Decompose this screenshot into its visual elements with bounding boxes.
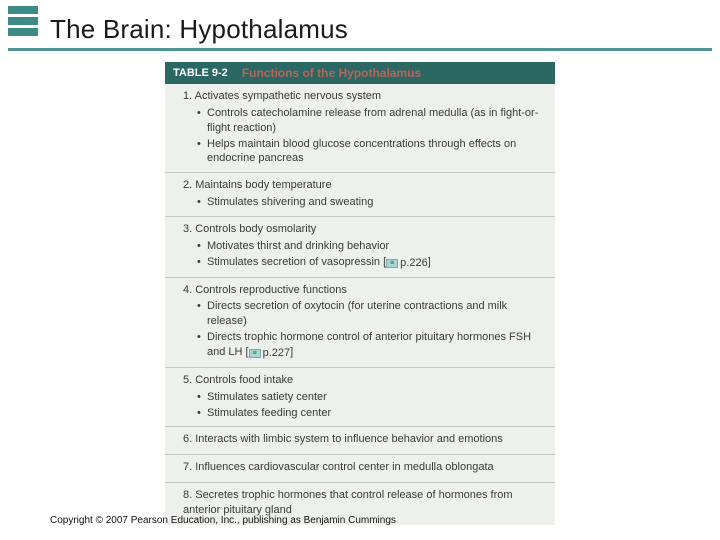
- title-underline: [8, 48, 712, 51]
- function-sub-item: Directs secretion of oxytocin (for uteri…: [197, 299, 545, 329]
- page-ref: ≡ p.226: [386, 256, 428, 271]
- function-sub-item: Directs trophic hormone control of anter…: [197, 330, 545, 361]
- function-main-text: 6. Interacts with limbic system to influ…: [183, 432, 545, 447]
- function-sub-item: Helps maintain blood glucose concentrati…: [197, 137, 545, 167]
- function-sub-item: Controls catecholamine release from adre…: [197, 106, 545, 136]
- logo-stripe: [8, 17, 38, 25]
- function-sub-list: Stimulates satiety centerStimulates feed…: [183, 390, 545, 421]
- logo-stripe: [8, 28, 38, 36]
- copyright-text: Copyright © 2007 Pearson Education, Inc.…: [50, 515, 396, 526]
- logo-stripe: [8, 6, 38, 14]
- function-item: 6. Interacts with limbic system to influ…: [165, 426, 555, 454]
- table-header-row: TABLE 9-2 Functions of the Hypothalamus: [165, 62, 555, 84]
- function-main-text: 3. Controls body osmolarity: [183, 222, 545, 237]
- function-main-text: 5. Controls food intake: [183, 373, 545, 388]
- function-item: 4. Controls reproductive functionsDirect…: [165, 277, 555, 367]
- function-sub-list: Stimulates shivering and sweating: [183, 195, 545, 210]
- function-sub-item: Stimulates feeding center: [197, 406, 545, 421]
- function-item: 1. Activates sympathetic nervous system C…: [165, 84, 555, 172]
- function-sub-list: Motivates thirst and drinking behaviorSt…: [183, 239, 545, 271]
- function-item: 2. Maintains body temperature Stimulates …: [165, 172, 555, 216]
- page-ref-icon: ≡: [386, 259, 398, 268]
- function-main-text: 4. Controls reproductive functions: [183, 283, 545, 298]
- page-ref-icon: ≡: [249, 349, 261, 358]
- slide-header: The Brain: Hypothalamus: [0, 0, 720, 55]
- function-sub-item: Stimulates satiety center: [197, 390, 545, 405]
- functions-table: TABLE 9-2 Functions of the Hypothalamus …: [165, 62, 555, 525]
- table-number-label: TABLE 9-2: [173, 67, 228, 79]
- function-main-text: 7. Influences cardiovascular control cen…: [183, 460, 545, 475]
- table-title: Functions of the Hypothalamus: [242, 66, 421, 80]
- function-main-text: 2. Maintains body temperature: [183, 178, 545, 193]
- page-title: The Brain: Hypothalamus: [50, 14, 348, 45]
- function-sub-list: Controls catecholamine release from adre…: [183, 106, 545, 166]
- function-main-text: 1. Activates sympathetic nervous system: [183, 89, 545, 104]
- function-item: 3. Controls body osmolarity Motivates thi…: [165, 216, 555, 277]
- function-item: 5. Controls food intake Stimulates satiet…: [165, 367, 555, 427]
- function-sub-item: Stimulates shivering and sweating: [197, 195, 545, 210]
- logo-icon: [8, 6, 38, 46]
- function-sub-item: Motivates thirst and drinking behavior: [197, 239, 545, 254]
- table-body: 1. Activates sympathetic nervous system C…: [165, 84, 555, 525]
- function-sub-list: Directs secretion of oxytocin (for uteri…: [183, 299, 545, 360]
- function-sub-item: Stimulates secretion of vasopressin [≡ p…: [197, 255, 545, 271]
- page-ref: ≡ p.227: [249, 346, 291, 361]
- function-main-text: 8. Secretes trophic hormones that contro…: [183, 488, 545, 518]
- function-item: 7. Influences cardiovascular control cen…: [165, 454, 555, 482]
